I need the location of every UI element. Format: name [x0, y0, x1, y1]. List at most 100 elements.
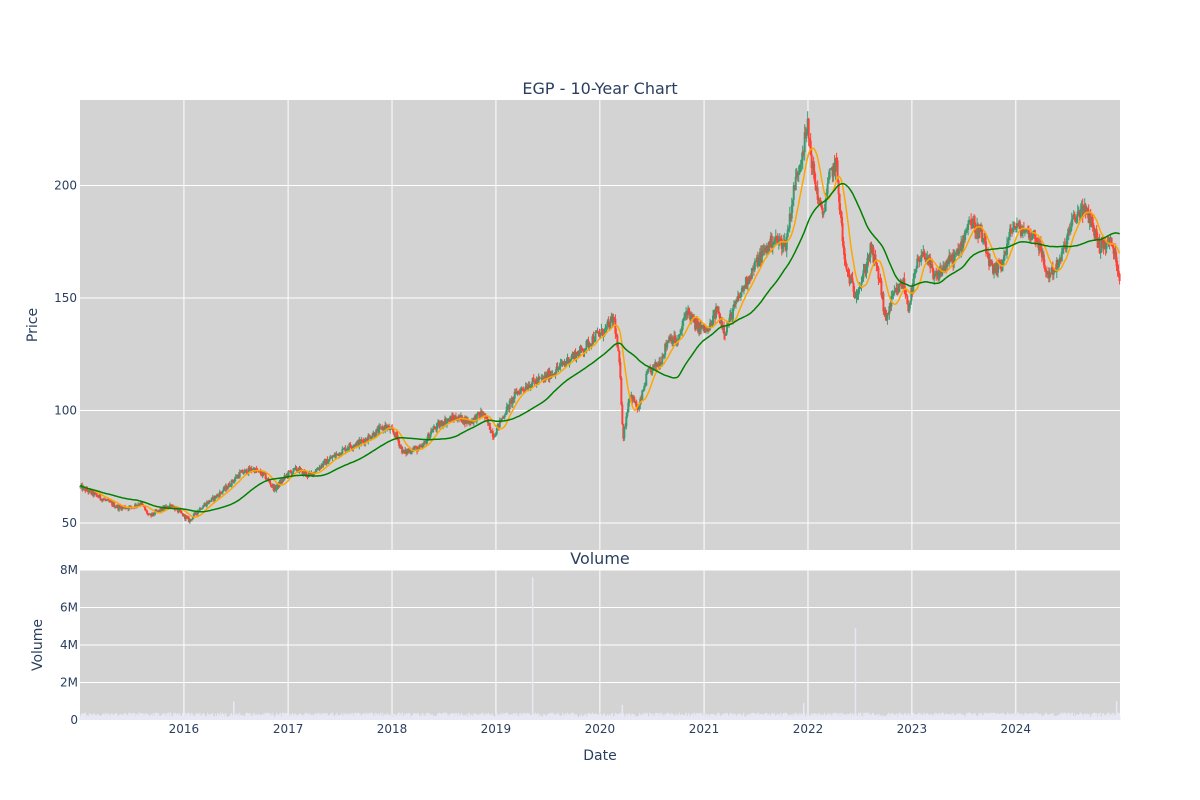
- price-candle-body: [1105, 242, 1108, 249]
- price-candle-body: [115, 506, 118, 508]
- price-candle-body: [800, 160, 803, 165]
- price-candle-body: [601, 328, 604, 337]
- price-candle-body: [735, 300, 738, 302]
- price-candle-body: [773, 240, 776, 242]
- price-y-tick-label: 100: [54, 404, 77, 418]
- price-candle-body: [1043, 264, 1046, 270]
- price-candle-body: [282, 478, 285, 481]
- price-candle-body: [678, 334, 681, 341]
- price-candle-body: [908, 304, 911, 312]
- x-axis-label: Date: [583, 748, 616, 764]
- price-candle-body: [1052, 271, 1055, 275]
- price-candle-body: [854, 297, 857, 299]
- price-candle-body: [839, 209, 842, 212]
- price-candle-body: [576, 352, 579, 355]
- price-candle-body: [626, 412, 629, 417]
- price-candle-body: [594, 331, 597, 341]
- price-candle-body: [846, 269, 849, 271]
- price-candle-body: [328, 458, 331, 462]
- price-candle-body: [262, 472, 265, 474]
- price-candle-body: [422, 444, 425, 448]
- price-candle-body: [500, 418, 503, 422]
- price-candle-body: [180, 512, 183, 514]
- price-candle-body: [392, 429, 395, 433]
- price-candle-body: [593, 340, 596, 342]
- price-candle-body: [905, 293, 908, 297]
- price-candle-body: [637, 409, 640, 411]
- price-candle-body: [1014, 228, 1017, 230]
- price-candle-body: [861, 278, 864, 282]
- price-candle-body: [1039, 243, 1042, 251]
- price-candle-body: [787, 228, 790, 230]
- price-candle-body: [605, 325, 608, 328]
- price-candle-body: [920, 255, 923, 262]
- price-candle-body: [809, 140, 812, 155]
- price-candle-body: [970, 219, 973, 226]
- price-candle-body: [932, 268, 935, 279]
- price-candle-body: [753, 261, 756, 270]
- price-candle-body: [550, 375, 553, 377]
- price-candle-body: [1091, 217, 1094, 225]
- price-candle-body: [746, 283, 749, 286]
- price-candle-body: [1092, 224, 1095, 230]
- price-candle-body: [559, 363, 562, 366]
- price-candle-body: [364, 438, 367, 444]
- price-candle-body: [966, 229, 969, 231]
- price-candle-body: [209, 500, 212, 502]
- price-candle-body: [955, 252, 958, 254]
- price-candle-body: [1069, 227, 1072, 233]
- price-candle-body: [909, 300, 912, 305]
- price-candle-body: [136, 505, 139, 507]
- volume-bars: [79, 577, 1121, 720]
- price-candle-body: [454, 416, 457, 420]
- price-candle-body: [962, 235, 965, 249]
- price-candle-body: [984, 238, 987, 242]
- price-candle-body: [718, 311, 721, 314]
- price-candle-body: [558, 365, 561, 369]
- price-candle-body: [533, 380, 536, 383]
- price-candle-body: [882, 293, 885, 312]
- price-candle-body: [659, 361, 662, 366]
- price-candle-body: [614, 318, 617, 334]
- price-candle-body: [820, 203, 823, 209]
- price-candle-body: [1095, 229, 1098, 239]
- price-candle-body: [737, 295, 740, 298]
- price-candle-body: [978, 230, 981, 239]
- price-candle-body: [1022, 228, 1025, 234]
- price-candle-body: [230, 479, 233, 486]
- price-candle-body: [1086, 207, 1089, 212]
- price-candle-body: [1035, 240, 1038, 242]
- price-candle-body: [494, 434, 497, 437]
- price-candle-body: [1042, 254, 1045, 265]
- price-candle-body: [190, 519, 193, 521]
- price-candle-body: [584, 348, 587, 351]
- price-candle-body: [620, 377, 623, 405]
- price-candle-body: [973, 218, 976, 223]
- price-candle-body: [725, 324, 728, 333]
- price-candle-body: [1101, 238, 1104, 242]
- price-candle-body: [1033, 230, 1036, 238]
- price-candle-body: [555, 366, 558, 373]
- price-candle-body: [655, 362, 658, 367]
- price-candle-body: [198, 508, 201, 511]
- price-candle-body: [1018, 221, 1021, 229]
- price-candle-body: [985, 241, 988, 253]
- price-candle-body: [695, 321, 698, 330]
- price-candle-body: [828, 169, 831, 179]
- price-candle-body: [393, 432, 396, 435]
- x-tick-label: 2016: [169, 722, 200, 736]
- price-candle-body: [385, 425, 388, 428]
- price-candle-body: [298, 468, 301, 473]
- price-candle-body: [719, 313, 721, 324]
- price-candle-body: [904, 290, 907, 294]
- volume-x-axis-ticks: 2016 2017 2018 2019 2020 2021 2022 2023 2024: [169, 722, 1031, 736]
- price-candle-body: [177, 509, 180, 513]
- price-candle-body: [242, 472, 245, 474]
- price-candle-body: [519, 389, 522, 394]
- price-candle-body: [243, 470, 246, 473]
- price-candle-body: [991, 261, 994, 266]
- price-candle-body: [528, 385, 531, 388]
- price-candle-body: [684, 315, 687, 318]
- price-candle-body: [314, 471, 317, 473]
- price-candle-body: [807, 118, 810, 139]
